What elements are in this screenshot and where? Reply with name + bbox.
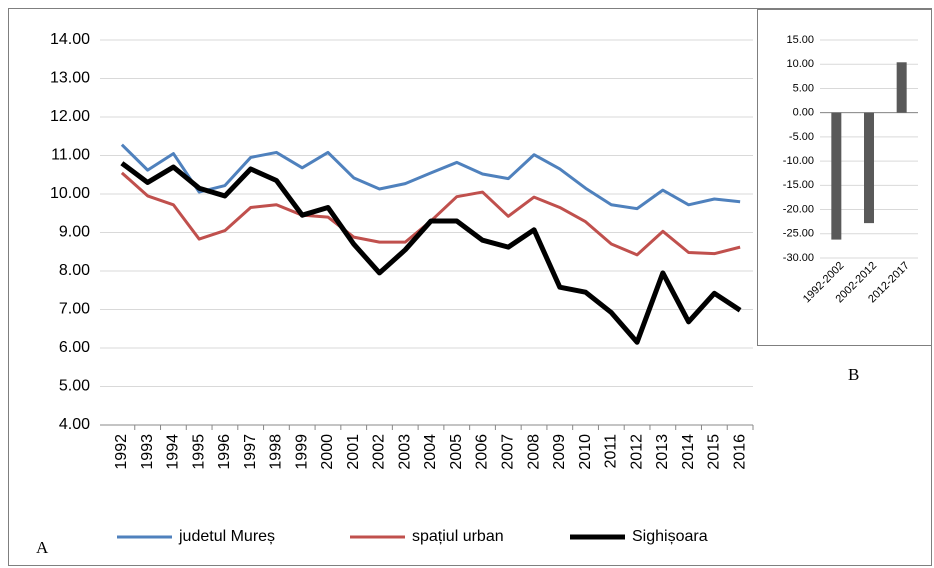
x-tick-label: 2013 (654, 434, 671, 470)
x-tick-label: 1997 (242, 434, 259, 470)
x-tick-label: 2004 (422, 434, 439, 470)
bar (896, 62, 907, 113)
x-tick-label: 1992 (113, 434, 130, 470)
x-tick-label: 1993 (139, 434, 156, 470)
y-tick-label: -25.00 (783, 228, 814, 240)
y-tick-label: 6.00 (59, 339, 90, 356)
x-tick-label: 2001 (345, 434, 362, 470)
bar (831, 112, 842, 240)
panel-label: A (36, 538, 49, 557)
y-tick-label: -15.00 (783, 179, 814, 191)
x-tick-label: 2003 (396, 434, 413, 470)
y-tick-label: -30.00 (783, 252, 814, 264)
x-tick-label: 2006 (474, 434, 491, 470)
y-tick-label: 4.00 (59, 416, 90, 433)
x-tick-label: 2011 (603, 434, 620, 469)
y-tick-label: 5.00 (59, 378, 90, 395)
x-tick-label: 2010 (577, 434, 594, 470)
x-tick-label: 1999 (293, 434, 310, 470)
panel-label: B (848, 365, 859, 384)
bar (864, 112, 874, 224)
series-line (120, 161, 742, 345)
x-tick-label: 1995 (190, 434, 207, 470)
y-tick-label: 0.00 (793, 107, 814, 119)
y-tick-label: 8.00 (59, 262, 90, 279)
y-tick-label: 12.00 (50, 108, 90, 125)
legend-label: Sighișoara (632, 528, 708, 545)
x-tick-label: 2016 (731, 434, 748, 470)
x-tick-label: 2012 (628, 434, 645, 470)
legend-label: spațiul urban (412, 528, 504, 545)
x-tick-label: 1996 (216, 434, 233, 470)
y-tick-label: -20.00 (783, 203, 814, 215)
series-line (120, 171, 741, 257)
x-tick-label: 2000 (319, 434, 336, 470)
x-tick-label: 2014 (680, 434, 697, 470)
y-tick-label: 13.00 (50, 70, 90, 87)
y-tick-label: -10.00 (783, 155, 814, 167)
x-tick-label: 2009 (551, 434, 568, 470)
y-tick-label: 11.00 (51, 147, 90, 164)
y-tick-label: 15.00 (786, 34, 814, 46)
series-line (120, 143, 741, 211)
y-tick-label: 9.00 (59, 224, 90, 241)
x-tick-label: 2007 (499, 434, 516, 470)
y-tick-label: -5.00 (789, 131, 814, 143)
x-tick-label: 2005 (448, 434, 465, 470)
x-tick-label: 2015 (706, 434, 723, 470)
y-tick-label: 5.00 (793, 82, 814, 94)
y-tick-label: 10.00 (50, 185, 90, 202)
x-tick-label: 2002 (371, 434, 388, 470)
y-tick-label: 7.00 (59, 301, 90, 318)
y-tick-label: 14.00 (50, 31, 90, 48)
x-tick-label: 2008 (525, 434, 542, 470)
x-tick-label: 1998 (268, 434, 285, 470)
legend-label: judetul Mureș (178, 528, 275, 545)
x-tick-label: 1994 (165, 434, 182, 470)
y-tick-label: 10.00 (786, 58, 814, 70)
